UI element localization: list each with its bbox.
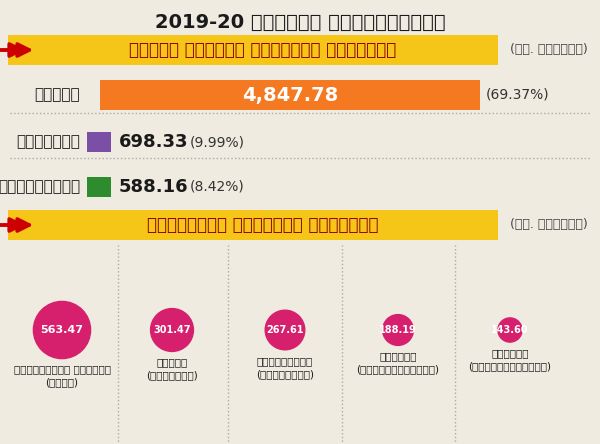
Text: (69.37%): (69.37%) xyxy=(486,88,550,102)
Text: 301.47: 301.47 xyxy=(153,325,191,335)
Text: 563.47: 563.47 xyxy=(41,325,83,335)
Text: (ఆంధ్రప్రదేశ౏): (ఆంధ్రప్రదేశ౏) xyxy=(469,361,551,371)
Text: సమాజ్వాదీ పార్టీ: సమాజ్వాదీ పార్టీ xyxy=(14,365,110,375)
Circle shape xyxy=(34,301,91,359)
Text: వైకాపా: వైకాపా xyxy=(491,348,529,358)
Circle shape xyxy=(265,310,305,350)
Text: 2019-20 ఆర్ధిక సంవత్సరంల౏: 2019-20 ఆర్ధిక సంవత్సరంల౏ xyxy=(155,12,445,32)
Text: (తెలంగాణ): (తెలంగాణ) xyxy=(146,370,198,381)
Text: ఎవిటీఎంకె: ఎవిటీఎంకె xyxy=(257,356,313,366)
Text: (తమిళనాడు): (తమిళనాడు) xyxy=(256,369,314,379)
Text: భాజపా: భాజపా xyxy=(34,87,80,103)
Text: 188.19: 188.19 xyxy=(379,325,417,335)
Bar xyxy=(100,80,480,110)
Text: (యూపీ): (యూపీ) xyxy=(46,377,79,388)
Text: (రూ. కోట్ల౏): (రూ. కోట్ల౏) xyxy=(510,218,588,231)
Text: జాతీయ రాజకీయ పార్టీల ఆస్తులు: జాతీయ రాజకీయ పార్టీల ఆస్తులు xyxy=(130,41,397,59)
Text: తేదేపా: తేదేపా xyxy=(379,351,417,361)
Bar xyxy=(8,210,498,240)
Bar xyxy=(8,35,498,65)
Text: (ఆంధ్రప్రదేశ౏): (ఆంధ్రప్రదేశ౏) xyxy=(356,365,439,374)
Text: 267.61: 267.61 xyxy=(266,325,304,335)
Text: తెరాస: తెరాస xyxy=(157,357,188,368)
Circle shape xyxy=(498,318,522,342)
Circle shape xyxy=(151,309,193,352)
Text: (8.42%): (8.42%) xyxy=(190,180,245,194)
Text: (రూ. కోట్ల౏): (రూ. కోట్ల౏) xyxy=(510,44,588,56)
Text: బీఎస్పీ: బీఎస్పీ xyxy=(16,135,80,150)
Text: కాంగ్రెస౏: కాంగ్రెస౏ xyxy=(0,179,80,194)
Text: 4,847.78: 4,847.78 xyxy=(242,86,338,104)
Text: (9.99%): (9.99%) xyxy=(190,135,245,149)
Circle shape xyxy=(383,315,413,345)
Text: 588.16: 588.16 xyxy=(119,178,188,196)
Text: ప్రాంతీయ పార్టీల ఆస్తులు: ప్రాంతీయ పార్టీల ఆస్తులు xyxy=(147,216,379,234)
Bar xyxy=(87,132,111,152)
Text: 698.33: 698.33 xyxy=(119,133,188,151)
Text: 143.60: 143.60 xyxy=(491,325,529,335)
Bar xyxy=(87,177,111,197)
